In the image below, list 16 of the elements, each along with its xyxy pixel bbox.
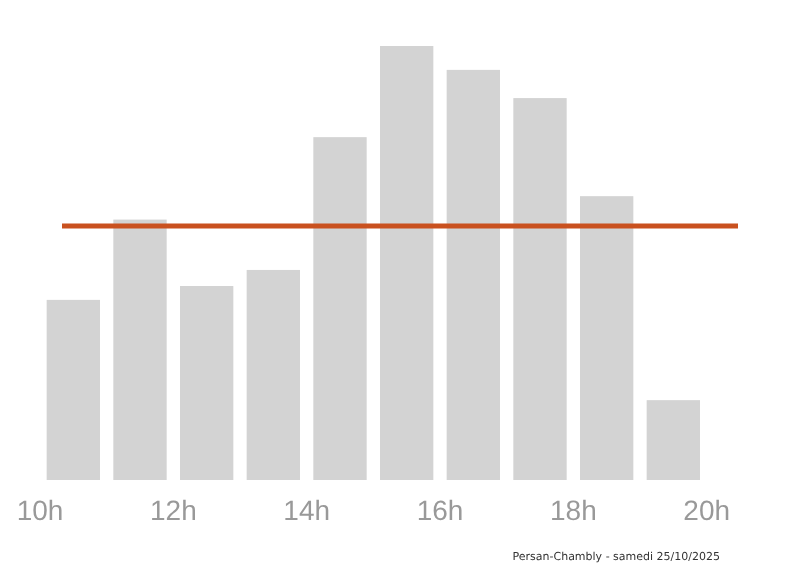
bar bbox=[246, 269, 300, 480]
bar bbox=[446, 69, 500, 480]
bar bbox=[580, 196, 634, 480]
x-tick-label: 14h bbox=[283, 493, 331, 526]
bar bbox=[313, 137, 367, 480]
bar bbox=[646, 400, 700, 480]
x-tick-label: 18h bbox=[549, 493, 597, 526]
bar bbox=[113, 219, 167, 480]
x-tick-label: 12h bbox=[149, 493, 197, 526]
bar bbox=[513, 98, 567, 480]
x-tick-label: 20h bbox=[683, 493, 731, 526]
x-tick-label: 10h bbox=[16, 493, 64, 526]
bar bbox=[46, 299, 100, 480]
bar bbox=[380, 46, 434, 480]
bar bbox=[180, 286, 234, 480]
x-tick-label: 16h bbox=[416, 493, 464, 526]
